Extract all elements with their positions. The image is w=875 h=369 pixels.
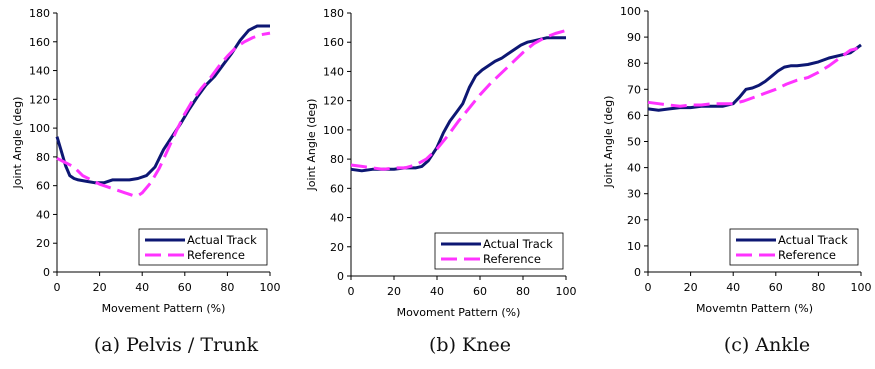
series-line-actual-track [55, 24, 270, 185]
legend-box [138, 228, 268, 266]
y-tick-label: 100 [620, 5, 641, 18]
y-tick-label: 180 [323, 7, 344, 20]
chart-b: 0 20 40 60 80 100 120 140 160 180 0 20 40 60 80 100 Movo… [305, 7, 577, 319]
x-tick-label: 0 [348, 285, 355, 298]
legend-box [434, 232, 564, 270]
y-axis-title: Joint Angle (deg) [11, 97, 24, 190]
y-tick-label: 100 [323, 124, 344, 137]
x-tick-label: 40 [135, 281, 149, 294]
x-axis-title: Movement Pattern (%) [102, 302, 226, 315]
x-tick-label: 80 [811, 281, 825, 294]
legend-label: Actual Track [778, 233, 848, 247]
x-tick-label: 20 [684, 281, 698, 294]
y-tick-label: 10 [627, 240, 641, 253]
series-line-reference [350, 29, 567, 171]
series-line-actual-track [647, 43, 862, 112]
x-tick-label: 100 [851, 281, 872, 294]
y-tick-label: 80 [36, 151, 50, 164]
legend-label: Actual Track [187, 233, 257, 247]
y-tick-label: 60 [330, 182, 344, 195]
x-axis-title: Movoment Pattern (%) [397, 306, 521, 319]
y-tick-label: 90 [627, 31, 641, 44]
series-line-actual-track [350, 36, 566, 173]
x-tick-label: 20 [387, 285, 401, 298]
x-tick-label: 80 [516, 285, 530, 298]
x-tick-label: 60 [473, 285, 487, 298]
x-tick-label: 60 [178, 281, 192, 294]
y-tick-label: 40 [330, 212, 344, 225]
y-tick-label: 80 [627, 57, 641, 70]
x-tick-label: 0 [54, 281, 61, 294]
chart-caption-a: (a) Pelvis / Trunk [93, 334, 259, 356]
y-tick-label: 20 [627, 214, 641, 227]
y-tick-label: 160 [323, 36, 344, 49]
x-tick-label: 40 [726, 281, 740, 294]
legend-label: Reference [483, 252, 541, 266]
series-line-reference [56, 31, 271, 198]
y-tick-label: 60 [36, 180, 50, 193]
x-tick-label: 80 [220, 281, 234, 294]
y-tick-label: 0 [634, 266, 641, 279]
y-tick-label: 80 [330, 153, 344, 166]
legend-box [729, 228, 859, 266]
y-tick-label: 20 [330, 241, 344, 254]
y-tick-label: 120 [323, 95, 344, 108]
y-tick-label: 70 [627, 83, 641, 96]
x-tick-label: 100 [260, 281, 281, 294]
legend-label: Reference [778, 248, 836, 262]
chart-caption-b: (b) Knee [429, 334, 511, 356]
y-tick-label: 140 [323, 65, 344, 78]
y-axis-title: Joint Angle (deg) [602, 96, 615, 189]
y-tick-label: 50 [627, 136, 641, 149]
x-tick-label: 20 [93, 281, 107, 294]
y-tick-label: 180 [29, 7, 50, 20]
y-tick-label: 30 [627, 188, 641, 201]
y-tick-label: 100 [29, 122, 50, 135]
x-tick-label: 100 [556, 285, 577, 298]
series-line-reference [647, 46, 862, 108]
y-tick-label: 20 [36, 237, 50, 250]
y-tick-label: 40 [627, 162, 641, 175]
y-tick-label: 40 [36, 208, 50, 221]
y-tick-label: 140 [29, 65, 50, 78]
legend-label: Reference [187, 248, 245, 262]
chart-c: 0 10 20 30 40 50 60 70 80 90 100 0 20 40 60 80 100 Movemt… [602, 5, 872, 315]
y-tick-label: 60 [627, 109, 641, 122]
y-tick-label: 120 [29, 93, 50, 106]
x-tick-label: 60 [769, 281, 783, 294]
x-tick-label: 0 [645, 281, 652, 294]
chart-a: 0 20 40 60 80 100 120 140 160 180 0 20 40 60 80 100 Move… [11, 7, 281, 315]
y-tick-label: 160 [29, 36, 50, 49]
y-tick-label: 0 [43, 266, 50, 279]
x-tick-label: 40 [430, 285, 444, 298]
chart-caption-c: (c) Ankle [723, 334, 811, 356]
x-axis-title: Movemtn Pattern (%) [696, 302, 813, 315]
y-axis-title: Joint Angle (deg) [305, 99, 318, 192]
y-tick-label: 0 [337, 270, 344, 283]
legend-label: Actual Track [483, 237, 553, 251]
